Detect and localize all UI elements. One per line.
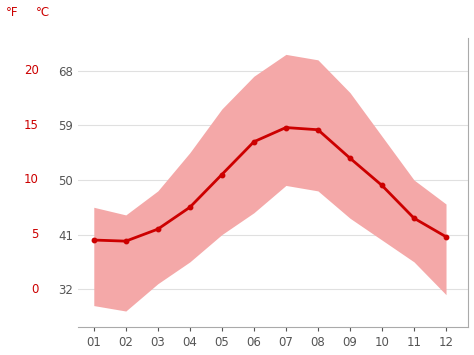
Text: 20: 20 [24, 64, 39, 77]
Text: 0: 0 [31, 283, 39, 296]
Text: 15: 15 [24, 119, 39, 132]
Text: 5: 5 [31, 228, 39, 241]
Text: °F: °F [6, 6, 18, 18]
Text: °C: °C [36, 6, 50, 18]
Text: 10: 10 [24, 174, 39, 186]
